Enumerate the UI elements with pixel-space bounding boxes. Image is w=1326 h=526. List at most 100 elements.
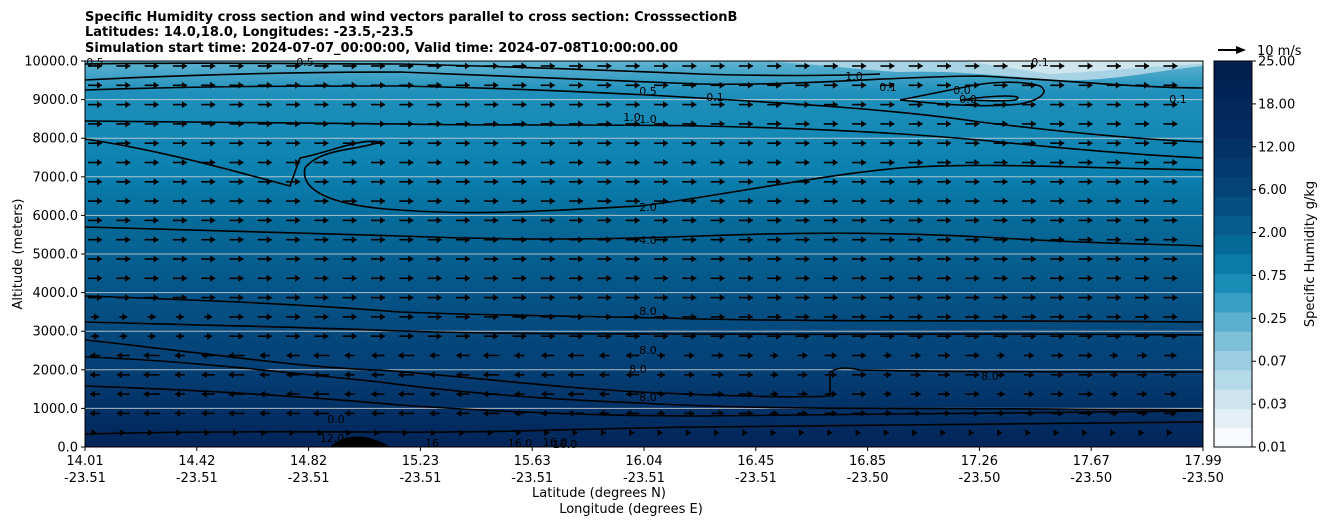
wind-vector-head <box>323 332 329 340</box>
wind-vector-head <box>1172 216 1178 224</box>
wind-vector-head <box>408 294 414 302</box>
wind-vector-head <box>742 429 748 437</box>
wind-vector-head <box>691 255 697 263</box>
contour-label: 0.0 <box>953 84 971 97</box>
wind-vector-head <box>238 274 244 282</box>
wind-vector-head <box>889 236 895 244</box>
wind-vector-head <box>889 159 895 166</box>
wind-vector-head <box>153 101 159 109</box>
wind-vector-head <box>1110 429 1116 437</box>
wind-vector-head <box>408 216 414 224</box>
wind-vector-head <box>776 101 782 109</box>
wind-vector-head <box>97 101 102 109</box>
contour-label: 16 <box>425 437 439 450</box>
wind-vector-head <box>1002 236 1008 244</box>
wind-vector-head <box>521 197 527 205</box>
contour-label: 1.0 <box>639 113 657 126</box>
colorbar-segment <box>1214 408 1252 429</box>
wind-vector-head <box>663 62 668 70</box>
wind-vector-head <box>541 371 547 379</box>
wind-vector-head <box>861 352 867 359</box>
wind-vector-head <box>323 216 329 224</box>
wind-vector-head <box>521 120 527 128</box>
wind-vector-head <box>832 294 838 302</box>
wind-vector-head <box>974 139 980 147</box>
wind-vector-head <box>521 178 527 186</box>
colorbar-segment <box>1214 215 1252 236</box>
wind-vector-head <box>125 197 131 205</box>
wind-vector-head <box>974 81 980 89</box>
wind-vector-head <box>464 313 470 321</box>
wind-vector-head <box>210 101 216 109</box>
wind-vector-head <box>974 62 980 70</box>
wind-vector-head <box>344 409 350 417</box>
wind-vector-head <box>408 313 414 321</box>
wind-vector-head <box>747 371 753 379</box>
wind-vector-head <box>1087 409 1093 417</box>
contour-label: 8.0 <box>639 344 657 357</box>
wind-vector-head <box>691 274 697 282</box>
wind-vector-head <box>946 178 951 186</box>
wind-vector-head <box>374 429 380 437</box>
wind-vector-head <box>266 274 272 282</box>
contour-line <box>84 339 1204 398</box>
wind-vector-head <box>436 274 442 282</box>
wind-vector-head <box>181 178 187 186</box>
wind-vector-head <box>946 332 951 340</box>
wind-vector-head <box>408 236 414 244</box>
wind-vector-head <box>773 390 779 398</box>
y-tick-label: 3000.0 <box>33 325 79 340</box>
wind-vector-head <box>1059 178 1065 186</box>
wind-vector-head <box>1144 313 1150 321</box>
wind-vector-head <box>408 332 414 340</box>
contour-label: 12.0 <box>320 432 345 445</box>
wind-vector-head <box>483 390 489 398</box>
wind-vector-head <box>855 429 861 437</box>
wind-vector-head <box>663 101 668 109</box>
wind-vector-head <box>371 371 377 379</box>
wind-vector-head <box>1144 294 1150 302</box>
wind-vector-head <box>917 139 923 147</box>
wind-vector-head <box>1030 197 1036 205</box>
colorbar-segment <box>1214 118 1252 139</box>
wind-vector-head <box>207 313 213 321</box>
wind-vector-head <box>125 255 131 263</box>
wind-vector-head <box>549 313 555 321</box>
wind-vector-head <box>663 81 668 89</box>
wind-vector-head <box>634 294 640 302</box>
wind-vector-head <box>747 159 753 166</box>
colorbar-segment <box>1214 80 1252 101</box>
wind-vector-head <box>1059 101 1065 109</box>
y-axis-label: Altitude (meters) <box>11 199 26 310</box>
wind-vector-head <box>125 159 131 166</box>
wind-vector-head <box>861 62 867 70</box>
wind-vector-head <box>917 294 923 302</box>
wind-vector-head <box>689 409 695 417</box>
wind-vector-head <box>606 159 612 166</box>
wind-vector-head <box>514 409 520 417</box>
wind-vector-head <box>1087 101 1093 109</box>
wind-vector-head <box>323 274 329 282</box>
wind-vector-head <box>464 294 470 302</box>
wind-vector-head <box>634 81 640 89</box>
wind-vector-head <box>999 390 1005 398</box>
wind-vector-head <box>804 255 810 263</box>
wind-vector-head <box>266 313 272 321</box>
wind-vector-head <box>685 429 691 437</box>
wind-vector-head <box>153 255 159 263</box>
wind-vector-head <box>832 62 838 70</box>
wind-vector-head <box>691 236 697 244</box>
colorbar-segment <box>1214 196 1252 216</box>
wind-vector-head <box>1172 139 1178 147</box>
wind-vector-head <box>915 390 921 398</box>
wind-vector-head <box>1144 178 1150 186</box>
wind-vector-head <box>578 294 584 302</box>
wind-vector-head <box>436 197 442 205</box>
wind-vector-head <box>634 62 640 70</box>
wind-vector-head <box>153 62 159 70</box>
wind-vector-head <box>1115 313 1121 321</box>
wind-vector-head <box>719 101 725 109</box>
wind-vector-head <box>125 101 131 109</box>
wind-vector-head <box>436 178 442 186</box>
wind-vector-head <box>578 274 584 282</box>
